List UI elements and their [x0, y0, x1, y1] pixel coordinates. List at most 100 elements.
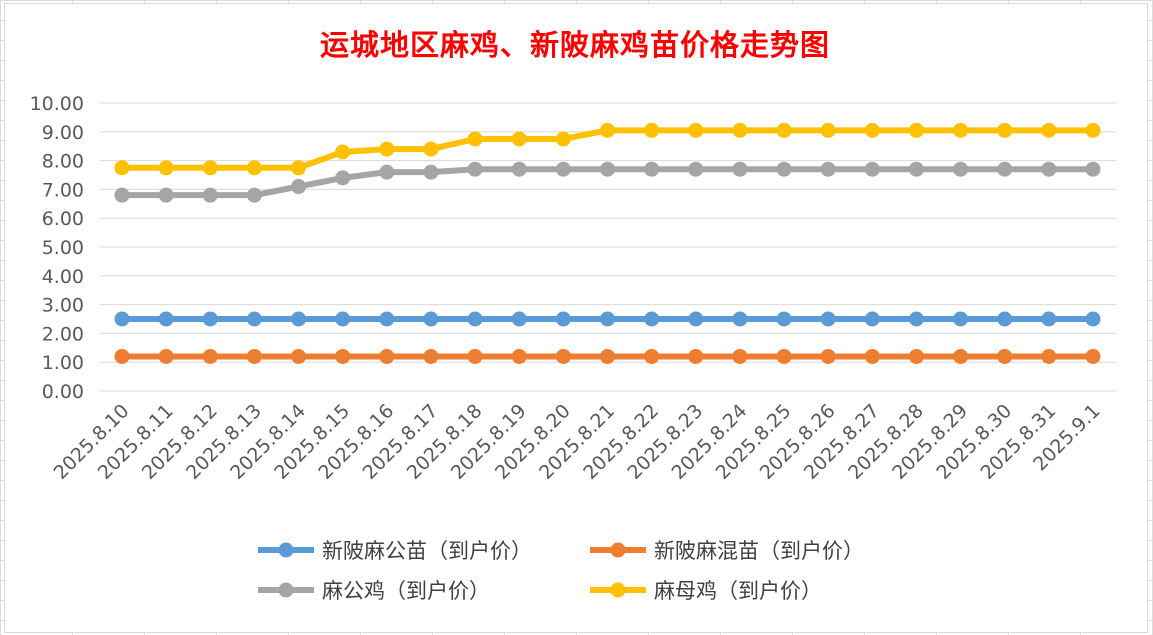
legend-swatch-marker — [278, 582, 294, 598]
y-tick-label: 10.00 — [30, 93, 84, 115]
data-point — [1085, 311, 1101, 327]
data-point — [335, 170, 351, 186]
data-point — [114, 187, 130, 203]
data-point — [997, 161, 1013, 177]
y-tick-label: 1.00 — [42, 352, 84, 374]
data-point — [511, 311, 527, 327]
legend: 新陂麻公苗（到户价） 新陂麻混苗（到户价） 麻公鸡（到户价） 麻母鸡（到户价） — [258, 539, 864, 603]
data-point — [158, 160, 174, 176]
data-point — [820, 311, 836, 327]
y-tick-label: 4.00 — [42, 266, 84, 288]
legend-label: 新陂麻公苗（到户价） — [322, 539, 532, 563]
y-tick-label: 7.00 — [42, 179, 84, 201]
data-point — [644, 122, 660, 138]
data-point — [953, 122, 969, 138]
data-point — [820, 161, 836, 177]
data-point — [1085, 161, 1101, 177]
data-point — [379, 164, 395, 180]
data-point — [291, 311, 307, 327]
data-point — [246, 187, 262, 203]
data-point — [379, 141, 395, 157]
data-point — [379, 348, 395, 364]
data-point — [423, 311, 439, 327]
data-point — [732, 311, 748, 327]
data-point — [688, 348, 704, 364]
data-point — [776, 122, 792, 138]
data-point — [467, 311, 483, 327]
data-point — [158, 348, 174, 364]
data-point — [114, 348, 130, 364]
legend-item[interactable]: 麻公鸡（到户价） — [258, 579, 490, 603]
x-axis-ticks: 2025.8.102025.8.112025.8.122025.8.132025… — [50, 400, 1105, 484]
data-point — [555, 131, 571, 147]
data-point — [864, 161, 880, 177]
data-point — [202, 187, 218, 203]
data-point — [555, 348, 571, 364]
data-point — [467, 348, 483, 364]
data-point — [953, 311, 969, 327]
data-point — [555, 311, 571, 327]
data-point — [423, 164, 439, 180]
data-point — [600, 348, 615, 364]
data-point — [997, 122, 1013, 138]
data-point — [908, 161, 924, 177]
data-point — [335, 144, 351, 160]
data-point — [908, 122, 924, 138]
data-point — [467, 161, 483, 177]
series-3 — [114, 122, 1101, 176]
data-point — [1085, 122, 1101, 138]
data-point — [114, 160, 130, 176]
data-point — [776, 311, 792, 327]
data-point — [1041, 161, 1057, 177]
data-point — [202, 348, 218, 364]
data-point — [379, 311, 395, 327]
data-point — [600, 311, 615, 327]
legend-swatch-marker — [278, 542, 294, 558]
data-point — [732, 161, 748, 177]
data-point — [423, 141, 439, 157]
y-tick-label: 9.00 — [42, 122, 84, 144]
data-point — [688, 311, 704, 327]
data-point — [600, 122, 615, 138]
data-point — [511, 348, 527, 364]
legend-label: 新陂麻混苗（到户价） — [654, 539, 864, 563]
data-point — [1041, 348, 1057, 364]
data-point — [467, 131, 483, 147]
data-point — [1085, 348, 1101, 364]
series-1 — [114, 348, 1101, 364]
legend-item[interactable]: 新陂麻混苗（到户价） — [590, 539, 864, 563]
legend-swatch-marker — [610, 542, 626, 558]
legend-item[interactable]: 新陂麻公苗（到户价） — [258, 539, 532, 563]
data-point — [997, 311, 1013, 327]
data-point — [114, 311, 130, 327]
chart-title: 运城地区麻鸡、新陂麻鸡苗价格走势图 — [319, 28, 830, 62]
data-point — [908, 348, 924, 364]
data-point — [335, 348, 351, 364]
data-point — [555, 161, 571, 177]
data-point — [732, 348, 748, 364]
gridlines — [100, 102, 1116, 392]
y-axis-ticks: 0.00 1.00 2.00 3.00 4.00 5.00 6.00 7.00 8.00 9.00… — [30, 93, 84, 403]
y-tick-label: 8.00 — [42, 151, 84, 173]
legend-item[interactable]: 麻母鸡（到户价） — [590, 579, 822, 603]
data-point — [953, 348, 969, 364]
data-point — [644, 311, 660, 327]
data-point — [246, 311, 262, 327]
y-tick-label: 5.00 — [42, 237, 84, 259]
y-tick-label: 0.00 — [42, 381, 84, 403]
data-point — [511, 131, 527, 147]
data-point — [997, 348, 1013, 364]
data-point — [864, 311, 880, 327]
data-point — [291, 160, 307, 176]
y-tick-label: 3.00 — [42, 295, 84, 317]
data-point — [644, 348, 660, 364]
legend-swatch-marker — [610, 582, 626, 598]
data-point — [908, 311, 924, 327]
data-point — [202, 160, 218, 176]
data-point — [158, 187, 174, 203]
data-point — [864, 122, 880, 138]
data-point — [291, 348, 307, 364]
data-point — [423, 348, 439, 364]
data-point — [820, 348, 836, 364]
